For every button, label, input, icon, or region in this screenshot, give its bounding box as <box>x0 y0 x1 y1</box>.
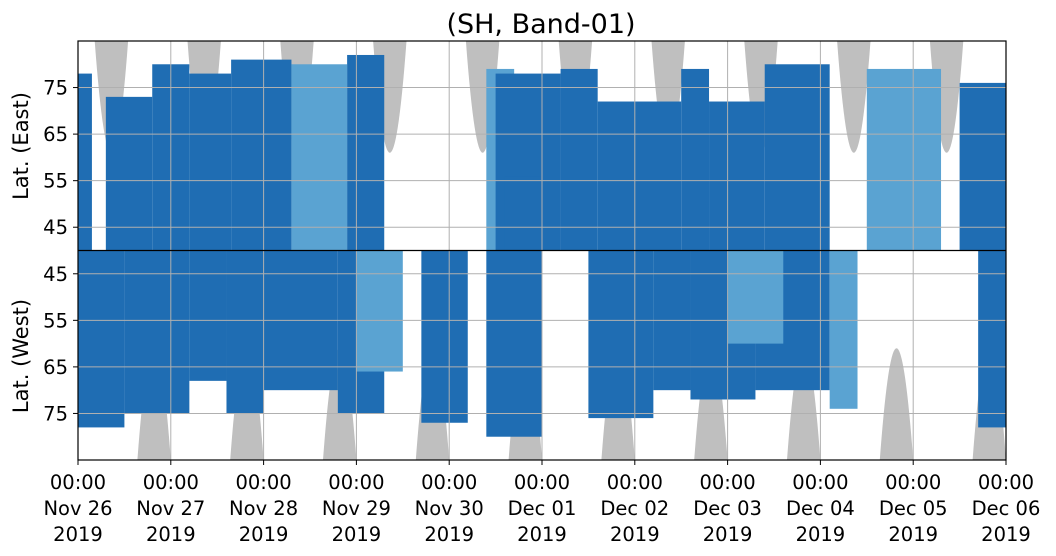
echo-region-east-4 <box>231 59 292 251</box>
x-tick-label-8: 00:00 Dec 04 2019 <box>786 471 855 546</box>
x-tick-label-0: 00:00 Nov 26 2019 <box>43 471 112 546</box>
y-tick-east-1-label: 55 <box>43 170 68 193</box>
echo-region-east-10 <box>560 68 598 251</box>
x-axis-ticks: 00:00 Nov 26 2019 00:00 Nov 27 2019 00:00 Nov 2… <box>43 460 1040 546</box>
x-tick-time-9: 00:00 <box>885 471 941 494</box>
x-tick-time-0: 00:00 <box>50 471 106 494</box>
x-tick-time-7: 00:00 <box>699 471 755 494</box>
echo-region-west-25 <box>486 250 542 437</box>
echo-region-east-1 <box>105 96 153 251</box>
x-tick-year-3: 2019 <box>332 523 382 546</box>
y-tick-east-0-label: 45 <box>43 216 68 239</box>
echo-region-west-20 <box>226 250 264 414</box>
x-tick-year-8: 2019 <box>796 523 846 546</box>
x-tick-date-0: Nov 26 <box>43 497 112 520</box>
x-tick-date-5: Dec 01 <box>508 497 577 520</box>
echo-region-east-11 <box>597 101 682 251</box>
echo-region-east-13 <box>709 101 765 251</box>
echo-region-east-5 <box>291 64 348 251</box>
x-tick-year-7: 2019 <box>703 523 753 546</box>
x-tick-label-1: 00:00 Nov 27 2019 <box>136 471 205 546</box>
echo-region-east-15 <box>866 68 942 251</box>
x-tick-year-6: 2019 <box>610 523 660 546</box>
echo-region-west-24 <box>421 250 468 423</box>
y-tick-east-3-label: 75 <box>43 77 68 100</box>
y-axis-label-east: Lat. (East) <box>9 92 33 200</box>
x-tick-label-6: 00:00 Dec 02 2019 <box>600 471 669 546</box>
echo-region-east-12 <box>681 68 710 251</box>
x-tick-label-3: 00:00 Nov 29 2019 <box>322 471 391 546</box>
x-tick-date-1: Nov 27 <box>136 497 205 520</box>
x-tick-time-1: 00:00 <box>143 471 199 494</box>
x-tick-year-2: 2019 <box>239 523 289 546</box>
y-tick-east-2-label: 65 <box>43 123 68 146</box>
x-tick-time-2: 00:00 <box>235 471 291 494</box>
x-tick-date-3: Nov 29 <box>322 497 391 520</box>
x-tick-date-6: Dec 02 <box>600 497 669 520</box>
x-tick-date-2: Nov 28 <box>229 497 298 520</box>
x-tick-year-1: 2019 <box>146 523 196 546</box>
echo-region-east-16 <box>959 82 1006 251</box>
x-tick-time-6: 00:00 <box>607 471 663 494</box>
x-tick-label-2: 00:00 Nov 28 2019 <box>229 471 298 546</box>
y-tick-west-0-label: 75 <box>43 402 68 425</box>
no-data-region-east-8 <box>837 41 871 153</box>
x-tick-date-9: Dec 05 <box>879 497 948 520</box>
y-axis-label-west: Lat. (West) <box>9 299 33 413</box>
echo-region-west-26 <box>588 250 654 419</box>
x-tick-year-10: 2019 <box>981 523 1031 546</box>
x-tick-year-5: 2019 <box>517 523 567 546</box>
y-axis-ticks: 45 55 65 75 75 65 55 45 <box>43 77 78 425</box>
x-tick-time-5: 00:00 <box>514 471 570 494</box>
x-tick-year-0: 2019 <box>53 523 103 546</box>
no-data-region-west-18 <box>879 348 914 460</box>
x-tick-time-4: 00:00 <box>421 471 477 494</box>
x-tick-label-10: 00:00 Dec 06 2019 <box>972 471 1041 546</box>
y-tick-west-3-label: 45 <box>43 263 68 286</box>
y-tick-west-2-label: 55 <box>43 309 68 332</box>
x-tick-time-8: 00:00 <box>792 471 848 494</box>
echo-region-east-14 <box>764 64 830 251</box>
x-tick-date-4: Nov 30 <box>415 497 484 520</box>
x-tick-date-10: Dec 06 <box>972 497 1041 520</box>
x-tick-label-4: 00:00 Nov 30 2019 <box>415 471 484 546</box>
plot-area <box>77 40 1007 461</box>
x-tick-label-5: 00:00 Dec 01 2019 <box>508 471 577 546</box>
echo-region-east-3 <box>189 73 232 251</box>
y-tick-west-1-label: 65 <box>43 356 68 379</box>
echo-region-west-17 <box>78 250 125 428</box>
echo-region-west-32 <box>978 250 1006 428</box>
x-tick-time-3: 00:00 <box>328 471 384 494</box>
echo-region-east-0 <box>78 73 92 251</box>
echo-region-west-30 <box>829 250 858 409</box>
x-tick-date-8: Dec 04 <box>786 497 855 520</box>
echo-region-east-9 <box>504 176 542 251</box>
echo-region-east-6 <box>347 54 385 251</box>
x-tick-time-10: 00:00 <box>978 471 1034 494</box>
x-tick-date-7: Dec 03 <box>693 497 762 520</box>
echo-region-west-19 <box>189 250 227 381</box>
chart-title: (SH, Band-01) <box>446 9 635 40</box>
x-tick-year-9: 2019 <box>888 523 938 546</box>
x-tick-label-7: 00:00 Dec 03 2019 <box>693 471 762 546</box>
echo-region-west-31 <box>727 250 784 344</box>
x-tick-year-4: 2019 <box>424 523 474 546</box>
x-tick-label-9: 00:00 Dec 05 2019 <box>879 471 948 546</box>
echo-region-west-23 <box>356 250 403 372</box>
echo-region-west-18 <box>124 250 190 414</box>
